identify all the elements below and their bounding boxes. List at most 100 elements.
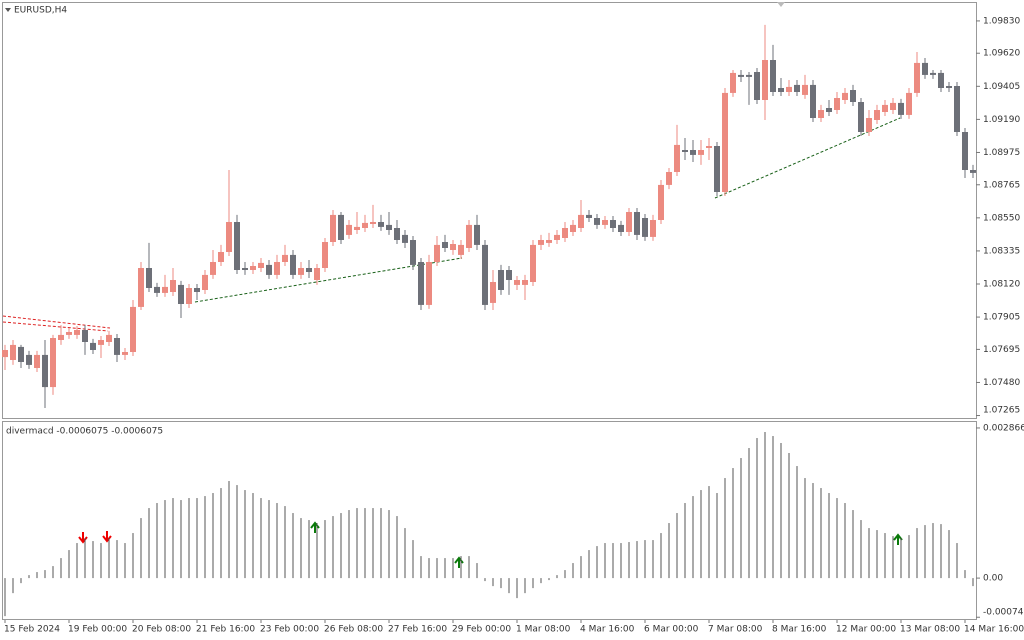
histogram-bar [236, 485, 238, 579]
y-tick-label: 1.08550 [983, 213, 1020, 223]
histogram-bar [564, 570, 566, 579]
candle-body [858, 102, 864, 132]
trend-line [194, 257, 463, 303]
histogram-bar [76, 543, 78, 579]
histogram-bar [796, 466, 798, 579]
x-tick-label: 29 Feb 00:00 [452, 625, 511, 635]
histogram-bar [724, 478, 726, 579]
histogram-bar [268, 500, 270, 579]
histogram-bar [188, 498, 190, 579]
candle-body [650, 220, 656, 237]
histogram-bar [292, 513, 294, 579]
candle-body [522, 280, 528, 285]
histogram-bar [556, 575, 558, 579]
candle-body [418, 262, 424, 305]
candle-body [706, 146, 712, 148]
histogram-bar [196, 498, 198, 579]
candle-body [714, 146, 720, 192]
candle-body [330, 214, 336, 242]
candle-body [666, 172, 672, 185]
candle-body [106, 334, 112, 342]
x-tick-label: 13 Mar 08:00 [900, 625, 960, 635]
histogram-bar [900, 538, 902, 579]
candle-body [770, 60, 776, 92]
histogram-bar [676, 513, 678, 579]
candle-body [874, 110, 880, 120]
candle-body [362, 222, 368, 228]
candle-body [434, 244, 440, 262]
candle-body [914, 62, 920, 93]
x-tick-label: 4 Mar 16:00 [580, 625, 635, 635]
histogram-bar [284, 506, 286, 579]
candle-body [906, 92, 912, 115]
histogram-bar [212, 493, 214, 579]
candle-body [346, 224, 352, 235]
candle-body [466, 224, 472, 248]
candle-body [498, 270, 504, 290]
histogram-bar [404, 528, 406, 579]
candle-body [458, 244, 464, 255]
x-tick-label: 27 Feb 16:00 [388, 625, 447, 635]
histogram-bar [124, 543, 126, 579]
y-tick-label: 1.07265 [983, 406, 1020, 416]
histogram-bar [52, 566, 54, 579]
candle-body [210, 262, 216, 275]
y-tick-label: 1.08975 [983, 148, 1020, 158]
histogram-bar [204, 496, 206, 579]
histogram-bar [780, 443, 782, 579]
histogram-bar [668, 523, 670, 579]
histogram-bar [132, 533, 134, 579]
indicator-title: divermacd -0.0006075 -0.0006075 [6, 427, 163, 437]
candle-body [314, 268, 320, 280]
histogram-bar [220, 488, 222, 579]
x-tick-label: 6 Mar 00:00 [644, 625, 699, 635]
histogram-bar [308, 520, 310, 579]
histogram-bar [164, 500, 166, 579]
histogram-bar [468, 556, 470, 579]
candle-body [594, 218, 600, 225]
candle-body [562, 228, 568, 238]
x-tick-label: 19 Feb 00:00 [68, 625, 127, 635]
histogram-bar [876, 530, 878, 579]
histogram-bar [36, 572, 38, 579]
histogram-bar [244, 490, 246, 579]
candle-body [442, 242, 448, 248]
histogram-bar [28, 575, 30, 579]
histogram-bar [20, 578, 22, 584]
candle-body [90, 342, 96, 350]
y-tick-label: 1.09620 [983, 49, 1020, 59]
candle-body [242, 268, 248, 270]
y-tick-label: 1.07695 [983, 345, 1020, 355]
candle-body [626, 212, 632, 232]
histogram-bar [380, 508, 382, 579]
x-tick-label: 7 Mar 08:00 [708, 625, 763, 635]
candle-body [682, 150, 688, 152]
candle-body [322, 242, 328, 268]
candle-body [370, 222, 376, 224]
candle-body [754, 72, 760, 100]
histogram-bar [804, 478, 806, 579]
histogram-bar [84, 538, 86, 579]
candle-body [866, 118, 872, 132]
y-tick-label: 0.00 [983, 574, 1003, 584]
candle-body [50, 338, 56, 388]
histogram-bar [540, 578, 542, 584]
histogram-bar [476, 563, 478, 579]
histogram-bar [692, 496, 694, 579]
candle-body [946, 86, 952, 88]
candle-body [530, 244, 536, 282]
candle-body [890, 102, 896, 110]
histogram-bar [588, 550, 590, 579]
histogram-bar [604, 543, 606, 579]
symbol-menu-icon[interactable] [5, 8, 11, 12]
buy-arrow [310, 521, 320, 533]
candle-body [554, 234, 560, 240]
histogram-bar [388, 510, 390, 579]
histogram-bar [812, 483, 814, 579]
shift-marker [777, 2, 785, 7]
candle-body [730, 72, 736, 93]
histogram-bar [524, 578, 526, 594]
candle-body [674, 144, 680, 172]
trend-line [2, 315, 111, 329]
